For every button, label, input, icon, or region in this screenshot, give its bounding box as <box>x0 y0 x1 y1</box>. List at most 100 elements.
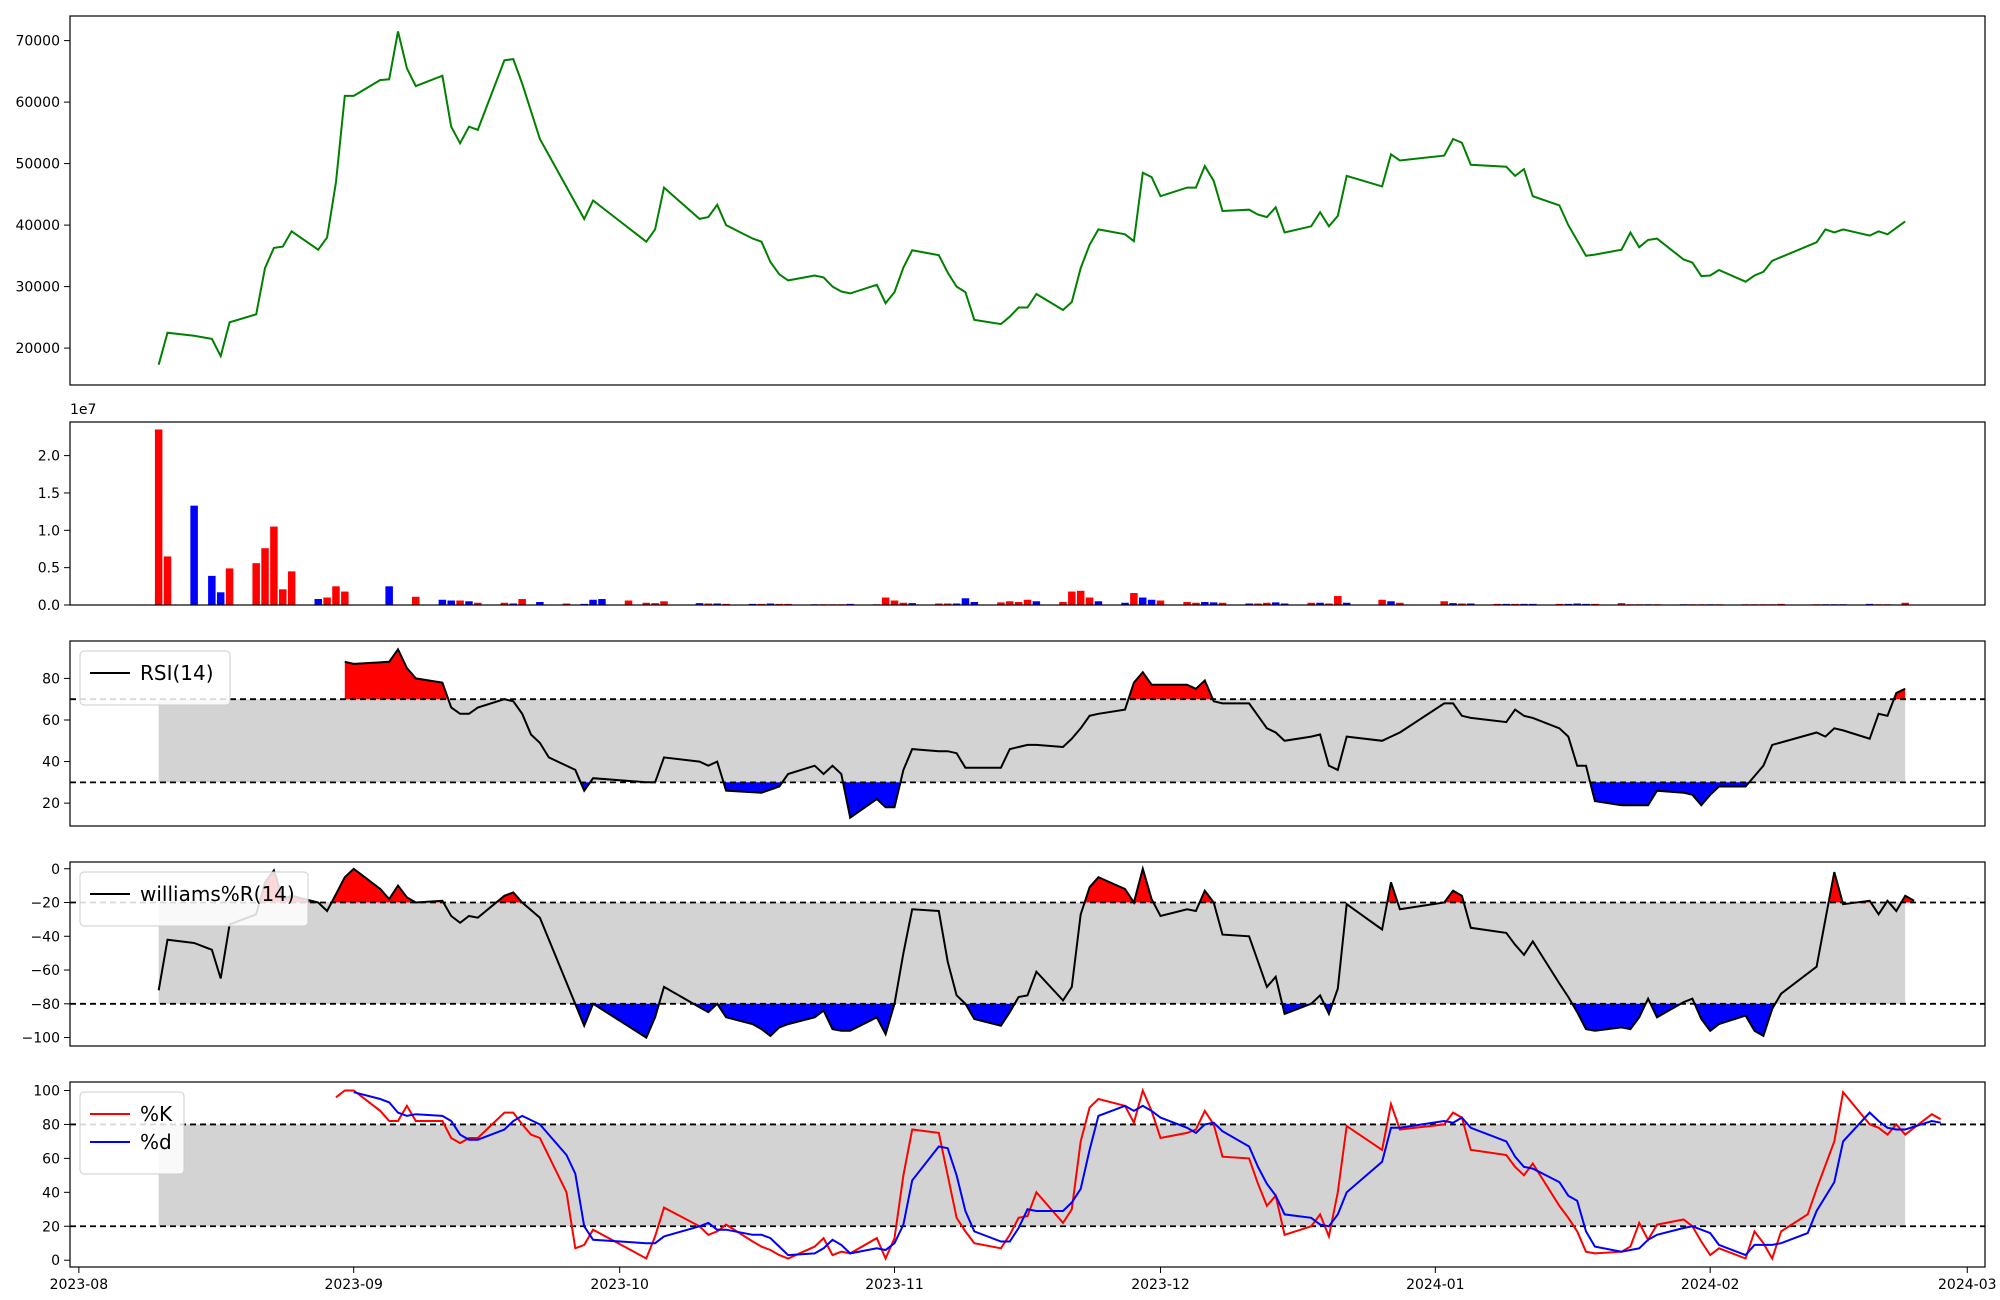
legend-label: %d <box>140 1130 172 1154</box>
volume-bar <box>1218 602 1227 605</box>
volume-bar <box>598 599 606 605</box>
y-tick-label: 1.0 <box>38 523 60 539</box>
x-tick-label: 2023-12 <box>1131 1277 1190 1293</box>
x-tick-label: 2023-11 <box>865 1277 924 1293</box>
volume-bar <box>1316 602 1324 605</box>
y-tick-label: 60 <box>42 1151 60 1167</box>
volume-bar <box>279 589 287 605</box>
legend-label: RSI(14) <box>140 661 214 685</box>
volume-bar <box>1449 603 1457 605</box>
volume-bar <box>1396 602 1404 605</box>
y-tick-label: −100 <box>22 1031 60 1047</box>
volume-bar <box>713 603 721 605</box>
y-tick-label: 40 <box>42 755 60 771</box>
volume-bar <box>270 526 278 605</box>
y-tick-label: 60000 <box>15 95 60 111</box>
volume-bar <box>642 602 651 605</box>
volume-bar <box>1342 602 1351 605</box>
overbought-fill <box>1444 890 1464 903</box>
y-tick-label: −60 <box>30 963 60 979</box>
legend-box <box>79 1091 185 1175</box>
panel-frame <box>69 15 1986 386</box>
volume-bar <box>154 429 163 605</box>
volume-bar <box>474 602 482 605</box>
volume-bar <box>287 571 296 605</box>
volume-bar <box>1201 602 1209 605</box>
overbought-fill <box>1199 890 1214 903</box>
volume-bar <box>890 600 899 605</box>
volume-bar <box>766 603 775 605</box>
volume-bar <box>465 601 473 605</box>
legend-label: %K <box>140 1102 173 1126</box>
y-tick-label: 60 <box>42 713 60 729</box>
price-line <box>157 31 1906 365</box>
y-tick-label: 0.0 <box>38 598 60 614</box>
volume-bar <box>1014 602 1023 605</box>
oversold-fill <box>843 782 901 818</box>
y-tick-label: 0 <box>51 1253 60 1269</box>
volume-bar <box>997 602 1005 605</box>
overbought-fill <box>496 892 523 903</box>
y-tick-label: 0 <box>51 862 60 878</box>
volume-bar <box>190 505 198 605</box>
y-tick-label: −40 <box>30 929 60 945</box>
volume-bar <box>1245 603 1253 605</box>
volume-bar <box>500 602 509 605</box>
y-tick-label: 100 <box>33 1083 60 1099</box>
volume-bar <box>208 575 216 605</box>
volume-bar <box>412 596 420 605</box>
volume-bar <box>651 603 659 605</box>
volume-bar <box>1147 599 1156 605</box>
volume-bar <box>225 568 234 605</box>
volume-bar <box>1023 599 1032 605</box>
series-line <box>353 1091 1941 1257</box>
volume-bar <box>695 603 704 605</box>
y-tick-label: 20 <box>42 796 60 812</box>
y-tick-label: 20000 <box>15 341 60 357</box>
volume-bar <box>562 603 571 605</box>
volume-bar <box>1076 590 1085 605</box>
volume-bar <box>1307 602 1315 605</box>
x-tick-label: 2024-03 <box>1938 1277 1997 1293</box>
x-tick-label: 2023-09 <box>324 1277 383 1293</box>
y-tick-label: 80 <box>42 1117 60 1133</box>
x-tick-label: 2023-08 <box>50 1277 109 1293</box>
volume-bar <box>163 556 172 605</box>
x-tick-label: 2024-02 <box>1681 1277 1740 1293</box>
volume-bar <box>536 602 544 605</box>
legend-label: williams%R(14) <box>140 882 295 906</box>
volume-bar <box>1271 602 1280 605</box>
oversold-fill <box>965 1003 1015 1026</box>
volume-bar <box>1059 602 1067 605</box>
volume-bar <box>314 599 322 605</box>
volume-panel: 0.0 0.5 1.0 1.5 2.0 1e7 <box>38 402 1986 614</box>
rsi-panel: 20 40 60 80 RSI(14) <box>42 640 1986 827</box>
price-panel: 20000 30000 40000 50000 60000 70000 <box>15 15 1986 386</box>
axis-offset-label: 1e7 <box>70 402 96 418</box>
volume-bar <box>660 601 668 605</box>
oversold-fill <box>1694 1003 1776 1036</box>
volume-bar <box>509 603 518 605</box>
panel-frame <box>69 1081 1986 1268</box>
volume-bar <box>1209 602 1218 605</box>
oversold-fill <box>693 1003 895 1036</box>
volume-bar <box>1458 603 1466 605</box>
volume-bar <box>332 586 340 605</box>
y-tick-label: 40000 <box>15 218 60 234</box>
y-tick-label: 50000 <box>15 157 60 173</box>
volume-bar <box>1263 602 1271 605</box>
y-tick-label: 30000 <box>15 280 60 296</box>
volume-bar <box>624 600 633 605</box>
legend-box <box>79 871 309 927</box>
volume-bar <box>704 603 713 605</box>
volume-bar <box>1121 602 1129 605</box>
volume-bar <box>1085 597 1094 605</box>
y-tick-label: 40 <box>42 1185 60 1201</box>
x-tick-label: 2023-10 <box>590 1277 649 1293</box>
volume-bar <box>1006 601 1014 605</box>
volume-bar <box>1032 601 1041 605</box>
volume-bar <box>1183 602 1191 605</box>
volume-bar <box>1254 603 1262 605</box>
volume-bar <box>1901 602 1909 605</box>
